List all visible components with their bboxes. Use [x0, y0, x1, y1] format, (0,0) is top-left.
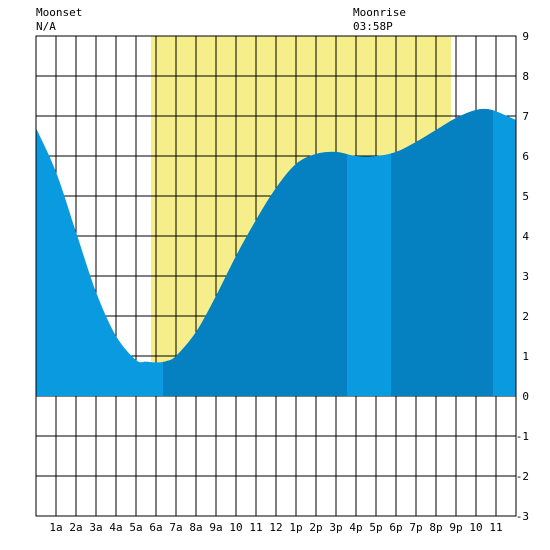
y-tick-label: 0: [522, 390, 529, 403]
plot-frame: [35, 35, 517, 517]
tide-area-moon-shade: [391, 108, 493, 396]
x-tick-label: 3a: [89, 521, 102, 534]
y-tick-label: 6: [522, 150, 529, 163]
x-tick-label: 1a: [49, 521, 62, 534]
x-tick-label: 6a: [149, 521, 162, 534]
x-tick-label: 4a: [109, 521, 122, 534]
y-tick-label: 5: [522, 190, 529, 203]
x-tick-label: 8p: [429, 521, 442, 534]
x-tick-label: 4p: [349, 521, 362, 534]
y-tick-label: 3: [522, 270, 529, 283]
x-tick-label: 11: [489, 521, 502, 534]
x-tick-label: 10: [469, 521, 482, 534]
x-tick-label: 9p: [449, 521, 462, 534]
tide-area-moon-shade: [163, 151, 347, 396]
x-tick-label: 9a: [209, 521, 222, 534]
moonset-label: Moonset: [36, 6, 83, 19]
x-tick-label: 2p: [309, 521, 322, 534]
x-tick-label: 7p: [409, 521, 422, 534]
axes: [35, 35, 517, 517]
x-tick-label: 11: [249, 521, 262, 534]
moonrise-label: Moonrise: [353, 6, 406, 19]
y-tick-label: 2: [522, 310, 529, 323]
y-tick-label: 1: [522, 350, 529, 363]
x-tick-label: 7a: [169, 521, 182, 534]
y-tick-label: -1: [516, 430, 529, 443]
y-tick-labels: 9 8 7 6 5 4 3 2 1 0 -1 -2 -3: [516, 30, 530, 523]
x-tick-label: 10: [229, 521, 242, 534]
x-tick-label: 5a: [129, 521, 142, 534]
y-tick-label: -3: [516, 510, 529, 523]
x-tick-label: 8a: [189, 521, 202, 534]
x-tick-label: 2a: [69, 521, 82, 534]
x-tick-label: 12: [269, 521, 282, 534]
moonrise-value: 03:58P: [353, 20, 393, 33]
y-tick-label: 4: [522, 230, 529, 243]
y-tick-label: -2: [516, 470, 529, 483]
y-tick-label: 7: [522, 110, 529, 123]
x-tick-labels: 1a 2a 3a 4a 5a 6a 7a 8a 9a 10 11 12 1p 2p 3p 4p 5p 6p 7p 8p…: [49, 521, 502, 534]
moonset-value: N/A: [36, 20, 56, 33]
tide-area: [36, 108, 516, 397]
y-tick-label: 8: [522, 70, 529, 83]
y-tick-label: 9: [522, 30, 529, 43]
x-tick-label: 5p: [369, 521, 382, 534]
x-tick-label: 6p: [389, 521, 402, 534]
x-tick-label: 1p: [289, 521, 302, 534]
x-tick-label: 3p: [329, 521, 342, 534]
